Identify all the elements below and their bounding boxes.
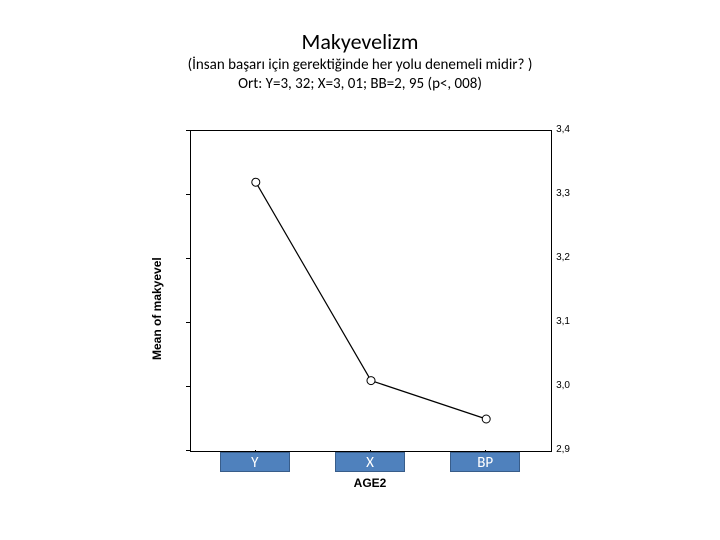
chart-ytick-label: 3,4 [536,124,570,135]
chart: Mean of makyevel 2,9 3,0 3,1 3,2 3,3 3,4 AGE2 [150,110,570,490]
chart-ylabel: Mean of makyevel [150,257,164,360]
slide-title: Makyevelizm [0,28,720,55]
chart-ytick-label: 3,1 [536,316,570,327]
chart-ytick [186,386,190,387]
chart-ytick-label: 3,3 [536,188,570,199]
chart-ytick [186,258,190,259]
slide-subtitle-2: Ort: Y=3, 32; X=3, 01; BB=2, 95 (p<, 008… [0,75,720,93]
x-category-label-y: Y [220,452,290,472]
slide-subtitle-1: (İnsan başarı için gerektiğinde her yolu… [0,56,720,74]
chart-svg [191,131,551,451]
chart-ytick [186,450,190,451]
chart-marker [482,415,490,423]
chart-xlabel: AGE2 [190,476,550,490]
chart-ytick [186,322,190,323]
chart-ytick [186,194,190,195]
chart-marker [252,178,260,186]
chart-ytick [186,130,190,131]
chart-ytick-label: 3,0 [536,380,570,391]
chart-marker [367,377,375,385]
chart-plot-area [190,130,552,452]
chart-ytick-label: 3,2 [536,252,570,263]
x-category-label-x: X [335,452,405,472]
chart-ytick-label: 2,9 [536,444,570,455]
x-category-label-bp: BP [450,452,520,472]
